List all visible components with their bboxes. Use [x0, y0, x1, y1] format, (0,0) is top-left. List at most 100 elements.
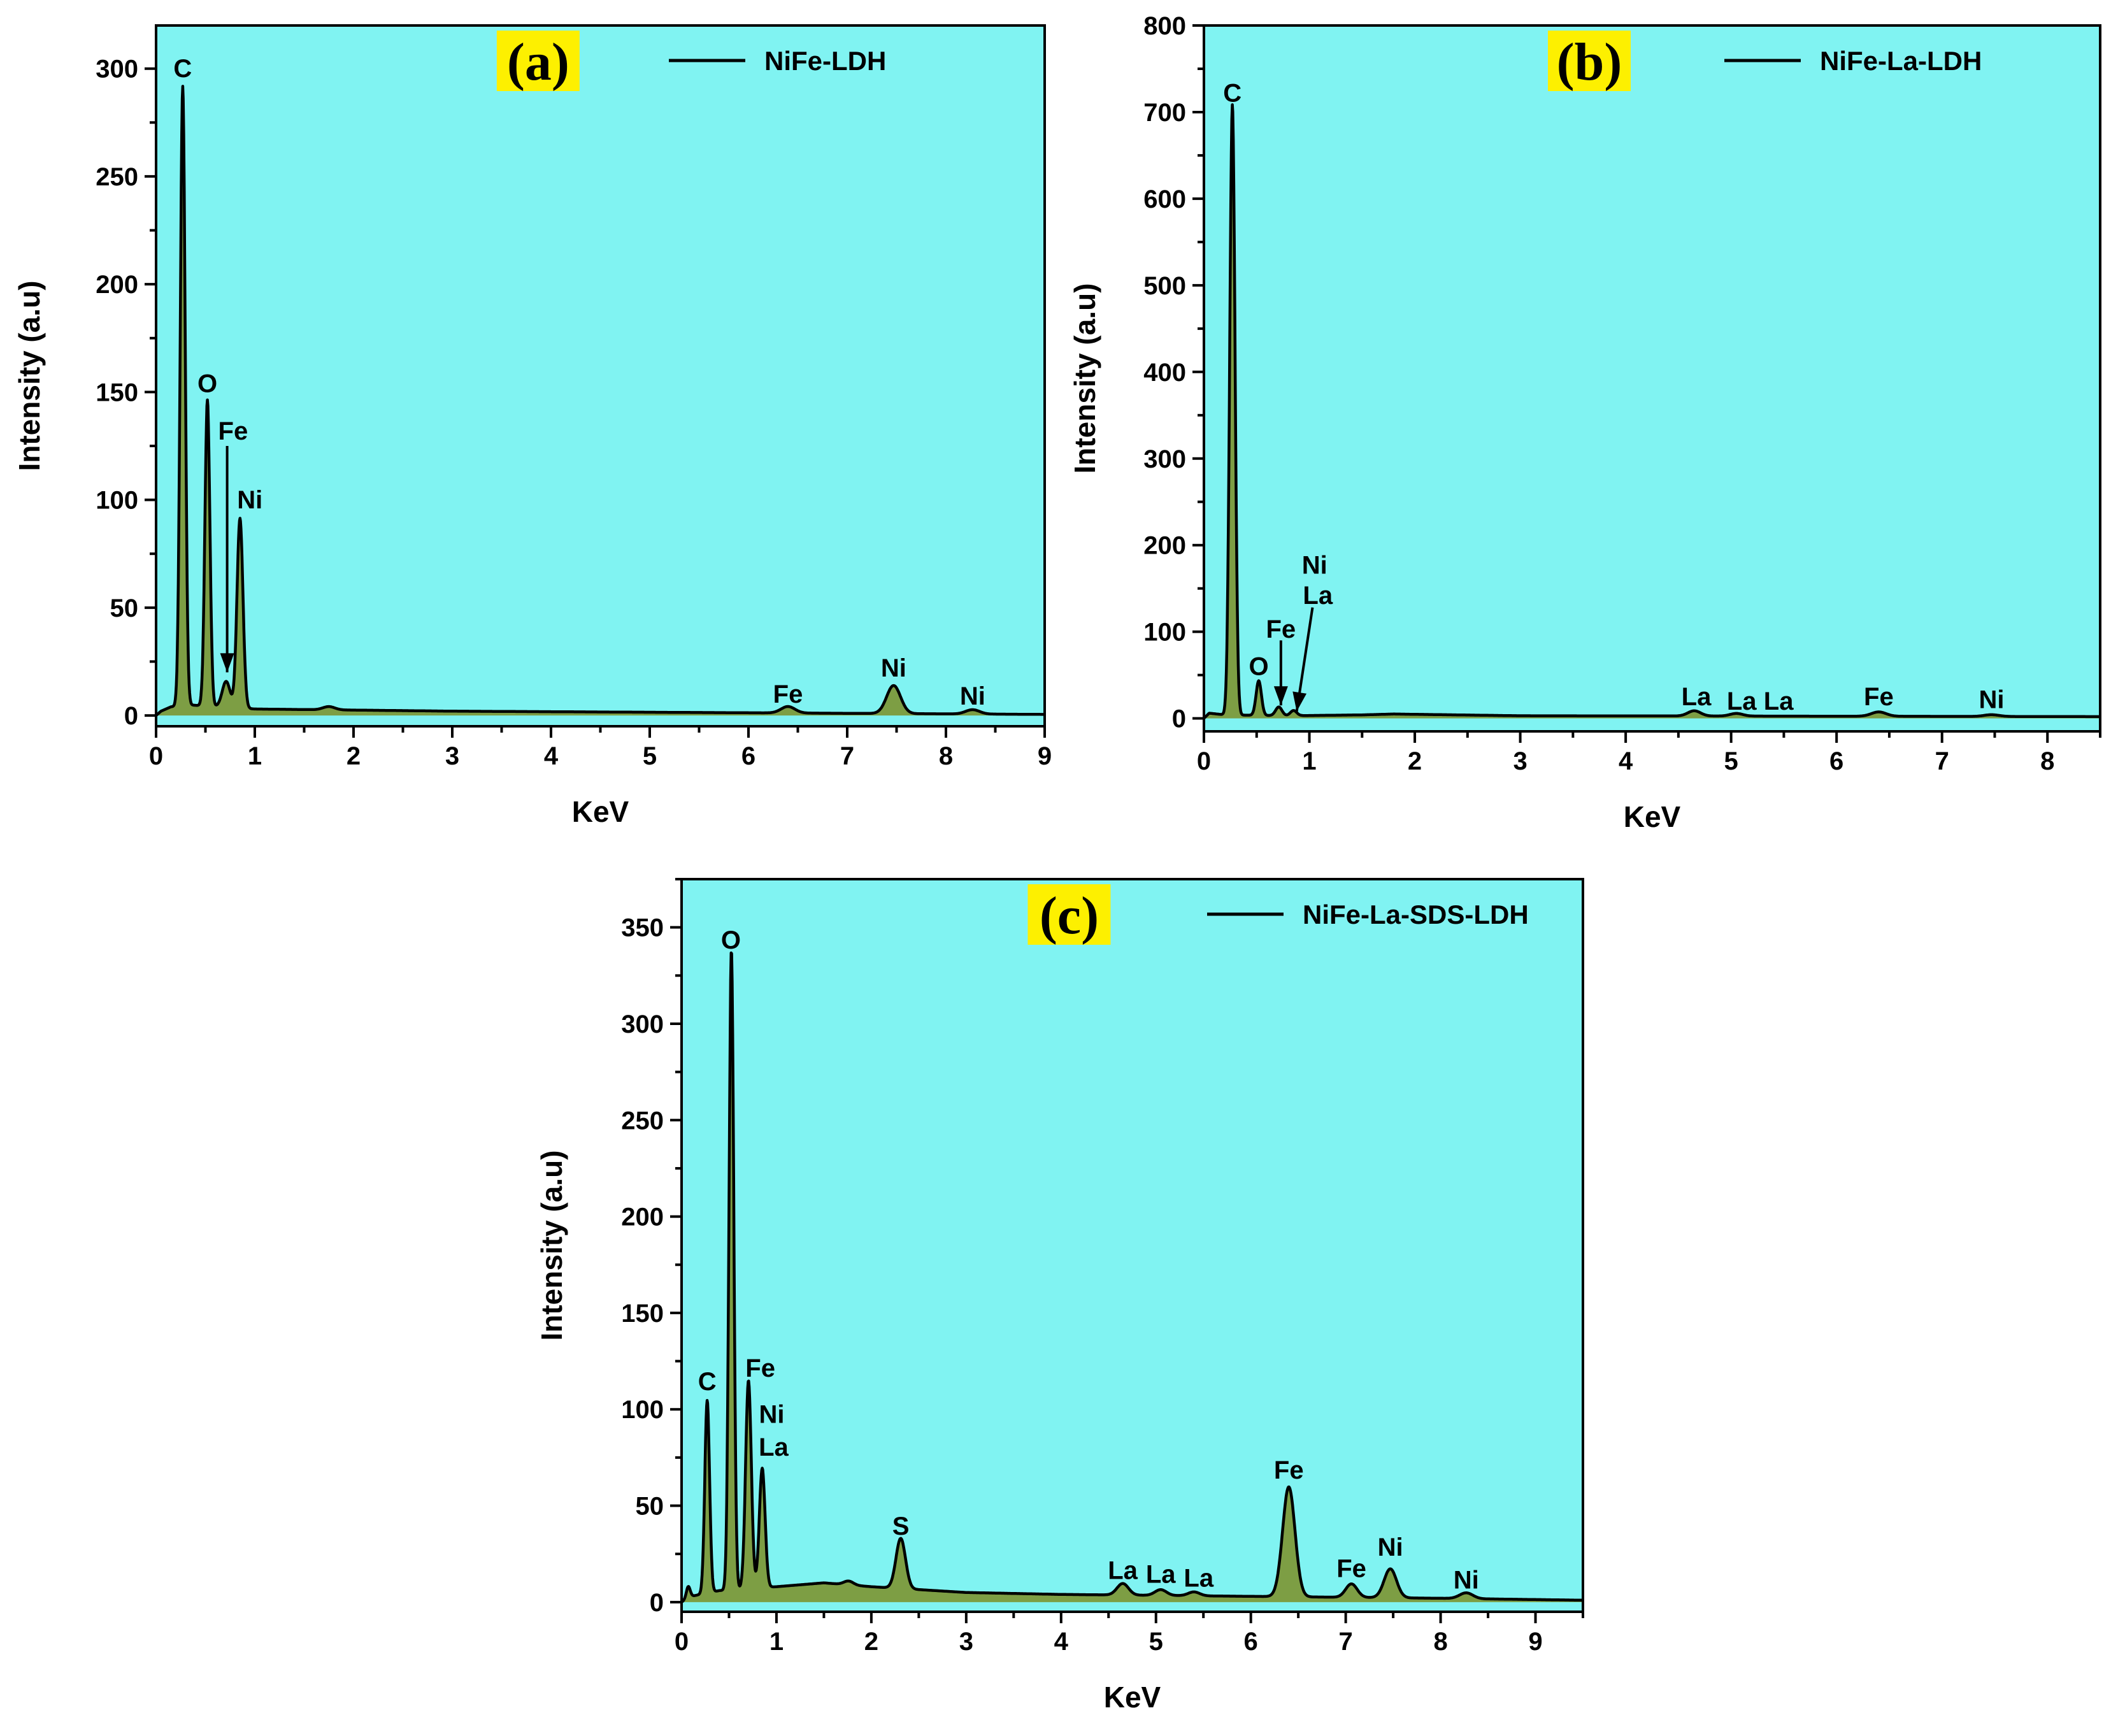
- y-axis-title: Intensity (a.u): [535, 1150, 568, 1340]
- x-tick-label: 4: [1619, 747, 1633, 775]
- peak-label: La: [1146, 1561, 1176, 1589]
- x-tick-label: 0: [675, 1628, 689, 1656]
- peak-label: Ni: [1979, 685, 2005, 714]
- peak-label: Ni: [1302, 552, 1327, 580]
- plot-frame: [680, 878, 1584, 1613]
- y-tick-label: 0: [124, 702, 138, 730]
- x-tick-label: 1: [248, 742, 262, 770]
- panel-label: (c): [1040, 886, 1099, 945]
- x-tick-label: 1: [769, 1628, 784, 1656]
- x-tick-label: 2: [1408, 747, 1422, 775]
- x-tick-label: 0: [1197, 747, 1211, 775]
- peak-label: La: [1727, 687, 1757, 715]
- peak-label: La: [1303, 582, 1333, 610]
- y-tick-label: 400: [1143, 359, 1186, 387]
- x-tick-label: 6: [741, 742, 755, 770]
- peak-label: C: [1223, 80, 1242, 108]
- peak-label: La: [1764, 687, 1794, 715]
- x-tick-label: 7: [840, 742, 854, 770]
- y-tick-label: 300: [1143, 445, 1186, 473]
- peak-label: Fe: [1864, 683, 1894, 711]
- x-tick-label: 8: [1433, 1628, 1447, 1656]
- x-tick-label: 7: [1339, 1628, 1353, 1656]
- y-tick-label: 700: [1143, 99, 1186, 127]
- peak-label: La: [1108, 1557, 1138, 1585]
- y-tick-label: 100: [621, 1396, 664, 1424]
- x-tick-label: 9: [1038, 742, 1052, 770]
- y-tick-label: 150: [621, 1300, 664, 1328]
- peak-label: Ni: [1454, 1567, 1479, 1595]
- peak-label: Fe: [1266, 615, 1296, 643]
- peak-label: Ni: [960, 682, 985, 710]
- x-tick-label: 6: [1829, 747, 1843, 775]
- peak-label: Ni: [759, 1400, 785, 1428]
- panel-badge: [496, 31, 580, 91]
- x-tick-label: 8: [2040, 747, 2054, 775]
- spectrum-line: [1203, 103, 2101, 720]
- x-axis-title: KeV: [572, 795, 629, 828]
- y-axis-title: Intensity (a.u): [1068, 283, 1101, 473]
- annotation-arrowhead: [1273, 686, 1288, 706]
- panel-badge: [1027, 884, 1111, 945]
- x-tick-label: 4: [544, 742, 559, 770]
- annotation-arrowhead: [220, 653, 234, 673]
- peak-label: C: [698, 1368, 717, 1396]
- y-axis-title: Intensity (a.u): [13, 280, 46, 471]
- peak-label: Ni: [1378, 1533, 1403, 1561]
- y-tick-label: 300: [96, 55, 138, 83]
- y-tick-label: 150: [96, 378, 138, 406]
- plot-area: [1204, 25, 2100, 731]
- chart-panel-c: 0 1 2 3 4 5 6 7 8 9 0 50 100 150 200 250 300 350 KeV Intens…: [535, 878, 1584, 1714]
- peak-label: Ni: [881, 654, 906, 682]
- peak-label: O: [1249, 653, 1269, 681]
- x-tick-label: 5: [643, 742, 657, 770]
- spectrum-line: [680, 951, 1584, 1603]
- plot-area: [682, 879, 1583, 1612]
- y-tick-label: 350: [621, 914, 664, 942]
- y-tick-label: 200: [621, 1203, 664, 1231]
- panel-label: (a): [507, 32, 569, 92]
- x-tick-label: 9: [1528, 1628, 1542, 1656]
- y-tick-label: 300: [621, 1010, 664, 1038]
- plot-frame: [1203, 24, 2101, 733]
- y-tick-label: 100: [1143, 619, 1186, 647]
- y-tick-label: 800: [1143, 12, 1186, 40]
- y-tick-label: 50: [636, 1493, 664, 1521]
- x-axis-title: KeV: [1624, 800, 1681, 833]
- x-tick-label: 2: [347, 742, 361, 770]
- peak-label: S: [892, 1512, 910, 1540]
- y-tick-label: 600: [1143, 185, 1186, 213]
- legend-label: NiFe-LDH: [764, 46, 886, 76]
- x-tick-label: 2: [864, 1628, 878, 1656]
- x-tick-label: 1: [1302, 747, 1316, 775]
- x-tick-label: 5: [1724, 747, 1738, 775]
- x-tick-label: 3: [445, 742, 459, 770]
- annotation-arrowhead: [1292, 691, 1307, 712]
- y-tick-label: 0: [1172, 705, 1186, 733]
- peak-label: Fe: [218, 417, 248, 445]
- peak-label: La: [1184, 1565, 1213, 1593]
- y-tick-label: 50: [110, 594, 139, 622]
- x-tick-label: 6: [1244, 1628, 1258, 1656]
- y-tick-label: 100: [96, 487, 138, 515]
- peak-label: La: [759, 1433, 789, 1461]
- y-tick-label: 500: [1143, 272, 1186, 300]
- legend-label: NiFe-La-SDS-LDH: [1303, 900, 1529, 929]
- y-tick-label: 200: [1143, 532, 1186, 560]
- x-tick-label: 8: [939, 742, 953, 770]
- peak-label: O: [721, 926, 741, 954]
- x-tick-label: 3: [1513, 747, 1527, 775]
- peak-label: C: [173, 55, 192, 83]
- plot-area: [156, 25, 1045, 726]
- y-tick-label: 200: [96, 271, 138, 299]
- y-tick-label: 0: [650, 1589, 664, 1617]
- peak-label: Fe: [1274, 1456, 1304, 1484]
- panel-label: (b): [1557, 32, 1622, 92]
- peak-label: O: [197, 369, 217, 398]
- chart-panel-b: 0 1 2 3 4 5 6 7 8 0 100 200 300 400 500 600 700 800 KeV Int…: [1068, 12, 2101, 833]
- legend-label: NiFe-La-LDH: [1820, 46, 1982, 76]
- spectrum-line: [155, 85, 1046, 717]
- peak-label: Fe: [1336, 1555, 1366, 1583]
- peak-label: Ni: [237, 486, 262, 514]
- x-tick-label: 5: [1149, 1628, 1163, 1656]
